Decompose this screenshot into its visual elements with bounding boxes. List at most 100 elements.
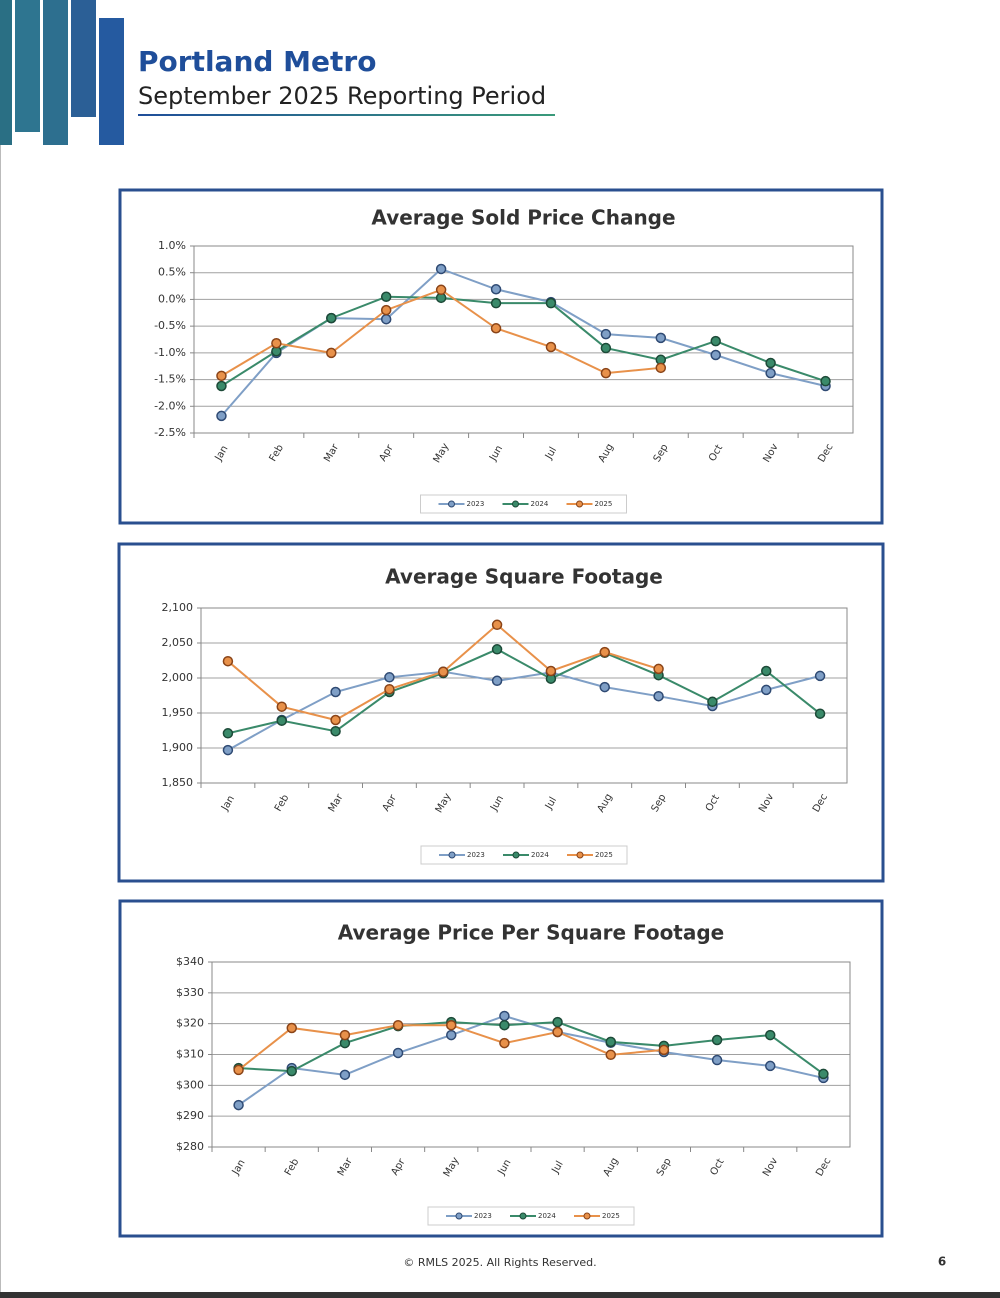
data-point	[707, 696, 718, 708]
data-point	[600, 342, 612, 354]
y-tick-label: 2,050	[162, 636, 194, 649]
chart-title: Average Square Footage	[385, 565, 663, 589]
data-point	[380, 304, 392, 316]
data-point	[384, 683, 395, 695]
header-bar	[71, 0, 96, 117]
data-point	[222, 744, 234, 756]
data-point	[446, 1029, 457, 1041]
y-tick-label: -1.5%	[154, 373, 186, 386]
data-point	[490, 297, 502, 309]
data-point	[330, 725, 341, 737]
y-tick-label: -2.0%	[154, 399, 186, 412]
data-point	[600, 328, 612, 340]
chart-title: Average Price Per Square Footage	[338, 921, 725, 945]
series-line	[227, 670, 821, 751]
y-tick-label: $280	[176, 1140, 204, 1153]
y-tick-label: $310	[176, 1048, 204, 1061]
legend-label: 2024	[538, 1212, 556, 1220]
data-point	[216, 370, 227, 382]
y-tick-label: $290	[176, 1109, 204, 1122]
header-bar	[15, 0, 40, 132]
data-point	[490, 284, 502, 295]
data-point	[380, 291, 392, 303]
y-tick-label: $300	[176, 1078, 204, 1091]
data-point	[380, 313, 392, 325]
data-point	[765, 367, 776, 379]
header-bars	[0, 0, 124, 145]
data-point	[330, 686, 341, 698]
legend-label: 2025	[595, 500, 613, 508]
legend-marker	[519, 1212, 527, 1220]
y-tick-label: $320	[176, 1017, 204, 1030]
legend-label: 2023	[467, 500, 485, 508]
data-point	[600, 367, 612, 379]
legend-marker	[512, 500, 519, 508]
chart: Average Square Footage 2,100 2,050 2,000 1,9…	[117, 542, 885, 883]
data-point	[491, 619, 503, 631]
data-point	[545, 665, 557, 677]
legend-marker	[583, 1212, 591, 1220]
data-point	[276, 715, 287, 726]
legend-label: 2023	[474, 1212, 492, 1220]
y-tick-label: $340	[176, 955, 204, 968]
data-point	[820, 375, 831, 387]
data-point	[653, 690, 664, 702]
chart: Average Price Per Square Footage $340 $330…	[118, 899, 884, 1238]
y-tick-label: 1,850	[162, 776, 194, 789]
data-point	[765, 357, 776, 369]
series-line	[220, 295, 826, 387]
data-point	[491, 675, 503, 687]
data-point	[605, 1036, 616, 1048]
chart-title: Average Sold Price Change	[371, 206, 675, 230]
footer-copyright: © RMLS 2025. All Rights Reserved.	[403, 1256, 596, 1269]
header-bar	[43, 0, 68, 145]
data-point	[710, 349, 721, 361]
y-tick-label: 0.5%	[158, 266, 186, 279]
data-point	[435, 284, 447, 296]
legend-marker	[576, 500, 583, 508]
data-point	[552, 1016, 563, 1028]
data-point	[761, 665, 772, 677]
data-point	[222, 655, 234, 667]
header-bar	[0, 0, 12, 145]
data-point	[491, 644, 503, 655]
data-point	[326, 312, 337, 324]
legend-marker	[448, 500, 455, 508]
chart: Average Sold Price Change 1.0% 0.5% 0.0% -0.…	[118, 188, 884, 525]
data-point	[499, 1037, 510, 1049]
data-point	[765, 1060, 776, 1072]
page-title: Portland Metro	[138, 45, 376, 78]
legend-label: 2025	[595, 851, 613, 859]
data-point	[326, 347, 337, 359]
y-tick-label: -1.0%	[154, 346, 186, 359]
legend-marker	[448, 851, 456, 859]
data-point	[384, 672, 395, 683]
legend-marker	[512, 851, 520, 859]
data-point	[552, 1026, 563, 1038]
data-point	[658, 1044, 670, 1056]
data-point	[339, 1069, 351, 1081]
data-point	[761, 684, 772, 696]
y-tick-label: -0.5%	[154, 319, 186, 332]
data-point	[233, 1099, 244, 1111]
page-number: 6	[938, 1255, 946, 1269]
data-point	[438, 666, 449, 677]
data-point	[222, 728, 234, 739]
data-point	[710, 335, 721, 347]
header-bar	[99, 18, 124, 145]
data-point	[605, 1049, 616, 1061]
data-point	[330, 714, 341, 726]
data-point	[216, 380, 227, 392]
data-point	[818, 1068, 829, 1080]
y-tick-label: 1.0%	[158, 239, 186, 252]
data-point	[392, 1047, 404, 1059]
y-tick-label: -2.5%	[154, 426, 186, 439]
data-point	[392, 1019, 404, 1031]
data-point	[711, 1034, 723, 1046]
data-point	[545, 341, 557, 353]
data-point	[276, 701, 287, 712]
data-point	[711, 1054, 723, 1066]
series-line	[238, 1021, 825, 1075]
data-point	[765, 1029, 776, 1041]
